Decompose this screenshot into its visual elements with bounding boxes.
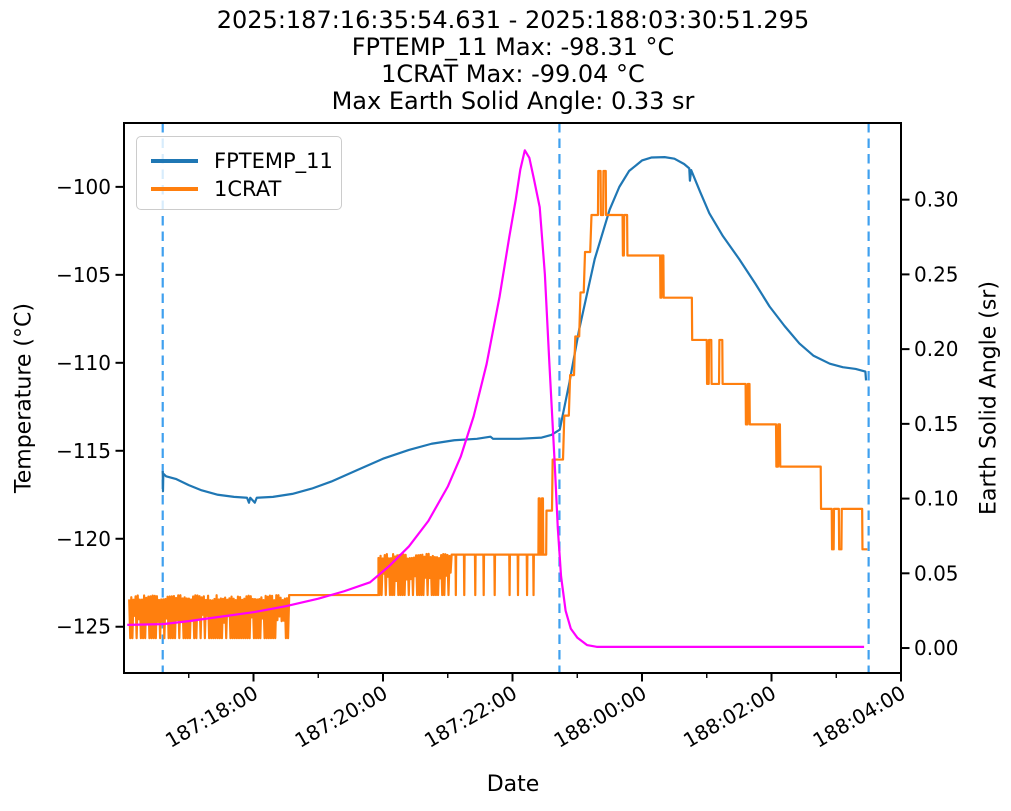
title-line-1crat-max: 1CRAT Max: -99.04 °C — [381, 60, 645, 88]
svg-text:188:02:00: 188:02:00 — [679, 681, 780, 753]
svg-text:0.05: 0.05 — [914, 561, 959, 585]
svg-text:−100: −100 — [56, 175, 111, 199]
legend-entry-fptemp11: FPTEMP_11 — [151, 147, 341, 175]
svg-text:−105: −105 — [56, 263, 111, 287]
legend-label-1crat: 1CRAT — [214, 176, 282, 201]
chart-title: 2025:187:16:35:54.631 - 2025:188:03:30:5… — [124, 7, 902, 115]
svg-text:187:18:00: 187:18:00 — [161, 681, 262, 753]
y-axis-label-right: Earth Solid Angle (sr) — [976, 281, 1002, 515]
svg-text:−125: −125 — [56, 615, 111, 639]
svg-text:0.30: 0.30 — [914, 188, 959, 212]
svg-text:−115: −115 — [56, 439, 111, 463]
svg-text:187:20:00: 187:20:00 — [291, 681, 392, 753]
svg-text:188:04:00: 188:04:00 — [809, 681, 910, 753]
svg-text:187:22:00: 187:22:00 — [420, 681, 521, 753]
legend-label-fptemp11: FPTEMP_11 — [214, 148, 333, 173]
svg-text:0.25: 0.25 — [914, 262, 959, 286]
svg-text:−120: −120 — [56, 527, 111, 551]
title-line-fptemp-max: FPTEMP_11 Max: -98.31 °C — [351, 33, 675, 61]
fptemp11-line-swatch — [151, 159, 198, 163]
legend-entry-1crat: 1CRAT — [151, 175, 341, 203]
y-axis-label-left: Temperature (°C) — [11, 303, 37, 493]
x-axis-label: Date — [486, 772, 540, 797]
legend: FPTEMP_11 1CRAT — [136, 136, 342, 210]
svg-text:0.15: 0.15 — [914, 412, 959, 436]
svg-text:0.20: 0.20 — [914, 337, 959, 361]
1crat-line-swatch — [151, 187, 198, 191]
svg-text:188:00:00: 188:00:00 — [550, 681, 651, 753]
svg-text:−110: −110 — [56, 351, 111, 375]
title-line-timerange: 2025:187:16:35:54.631 - 2025:188:03:30:5… — [216, 6, 810, 34]
svg-text:0.00: 0.00 — [914, 636, 959, 660]
svg-text:0.10: 0.10 — [914, 487, 959, 511]
title-line-esa-max: Max Earth Solid Angle: 0.33 sr — [331, 87, 695, 115]
